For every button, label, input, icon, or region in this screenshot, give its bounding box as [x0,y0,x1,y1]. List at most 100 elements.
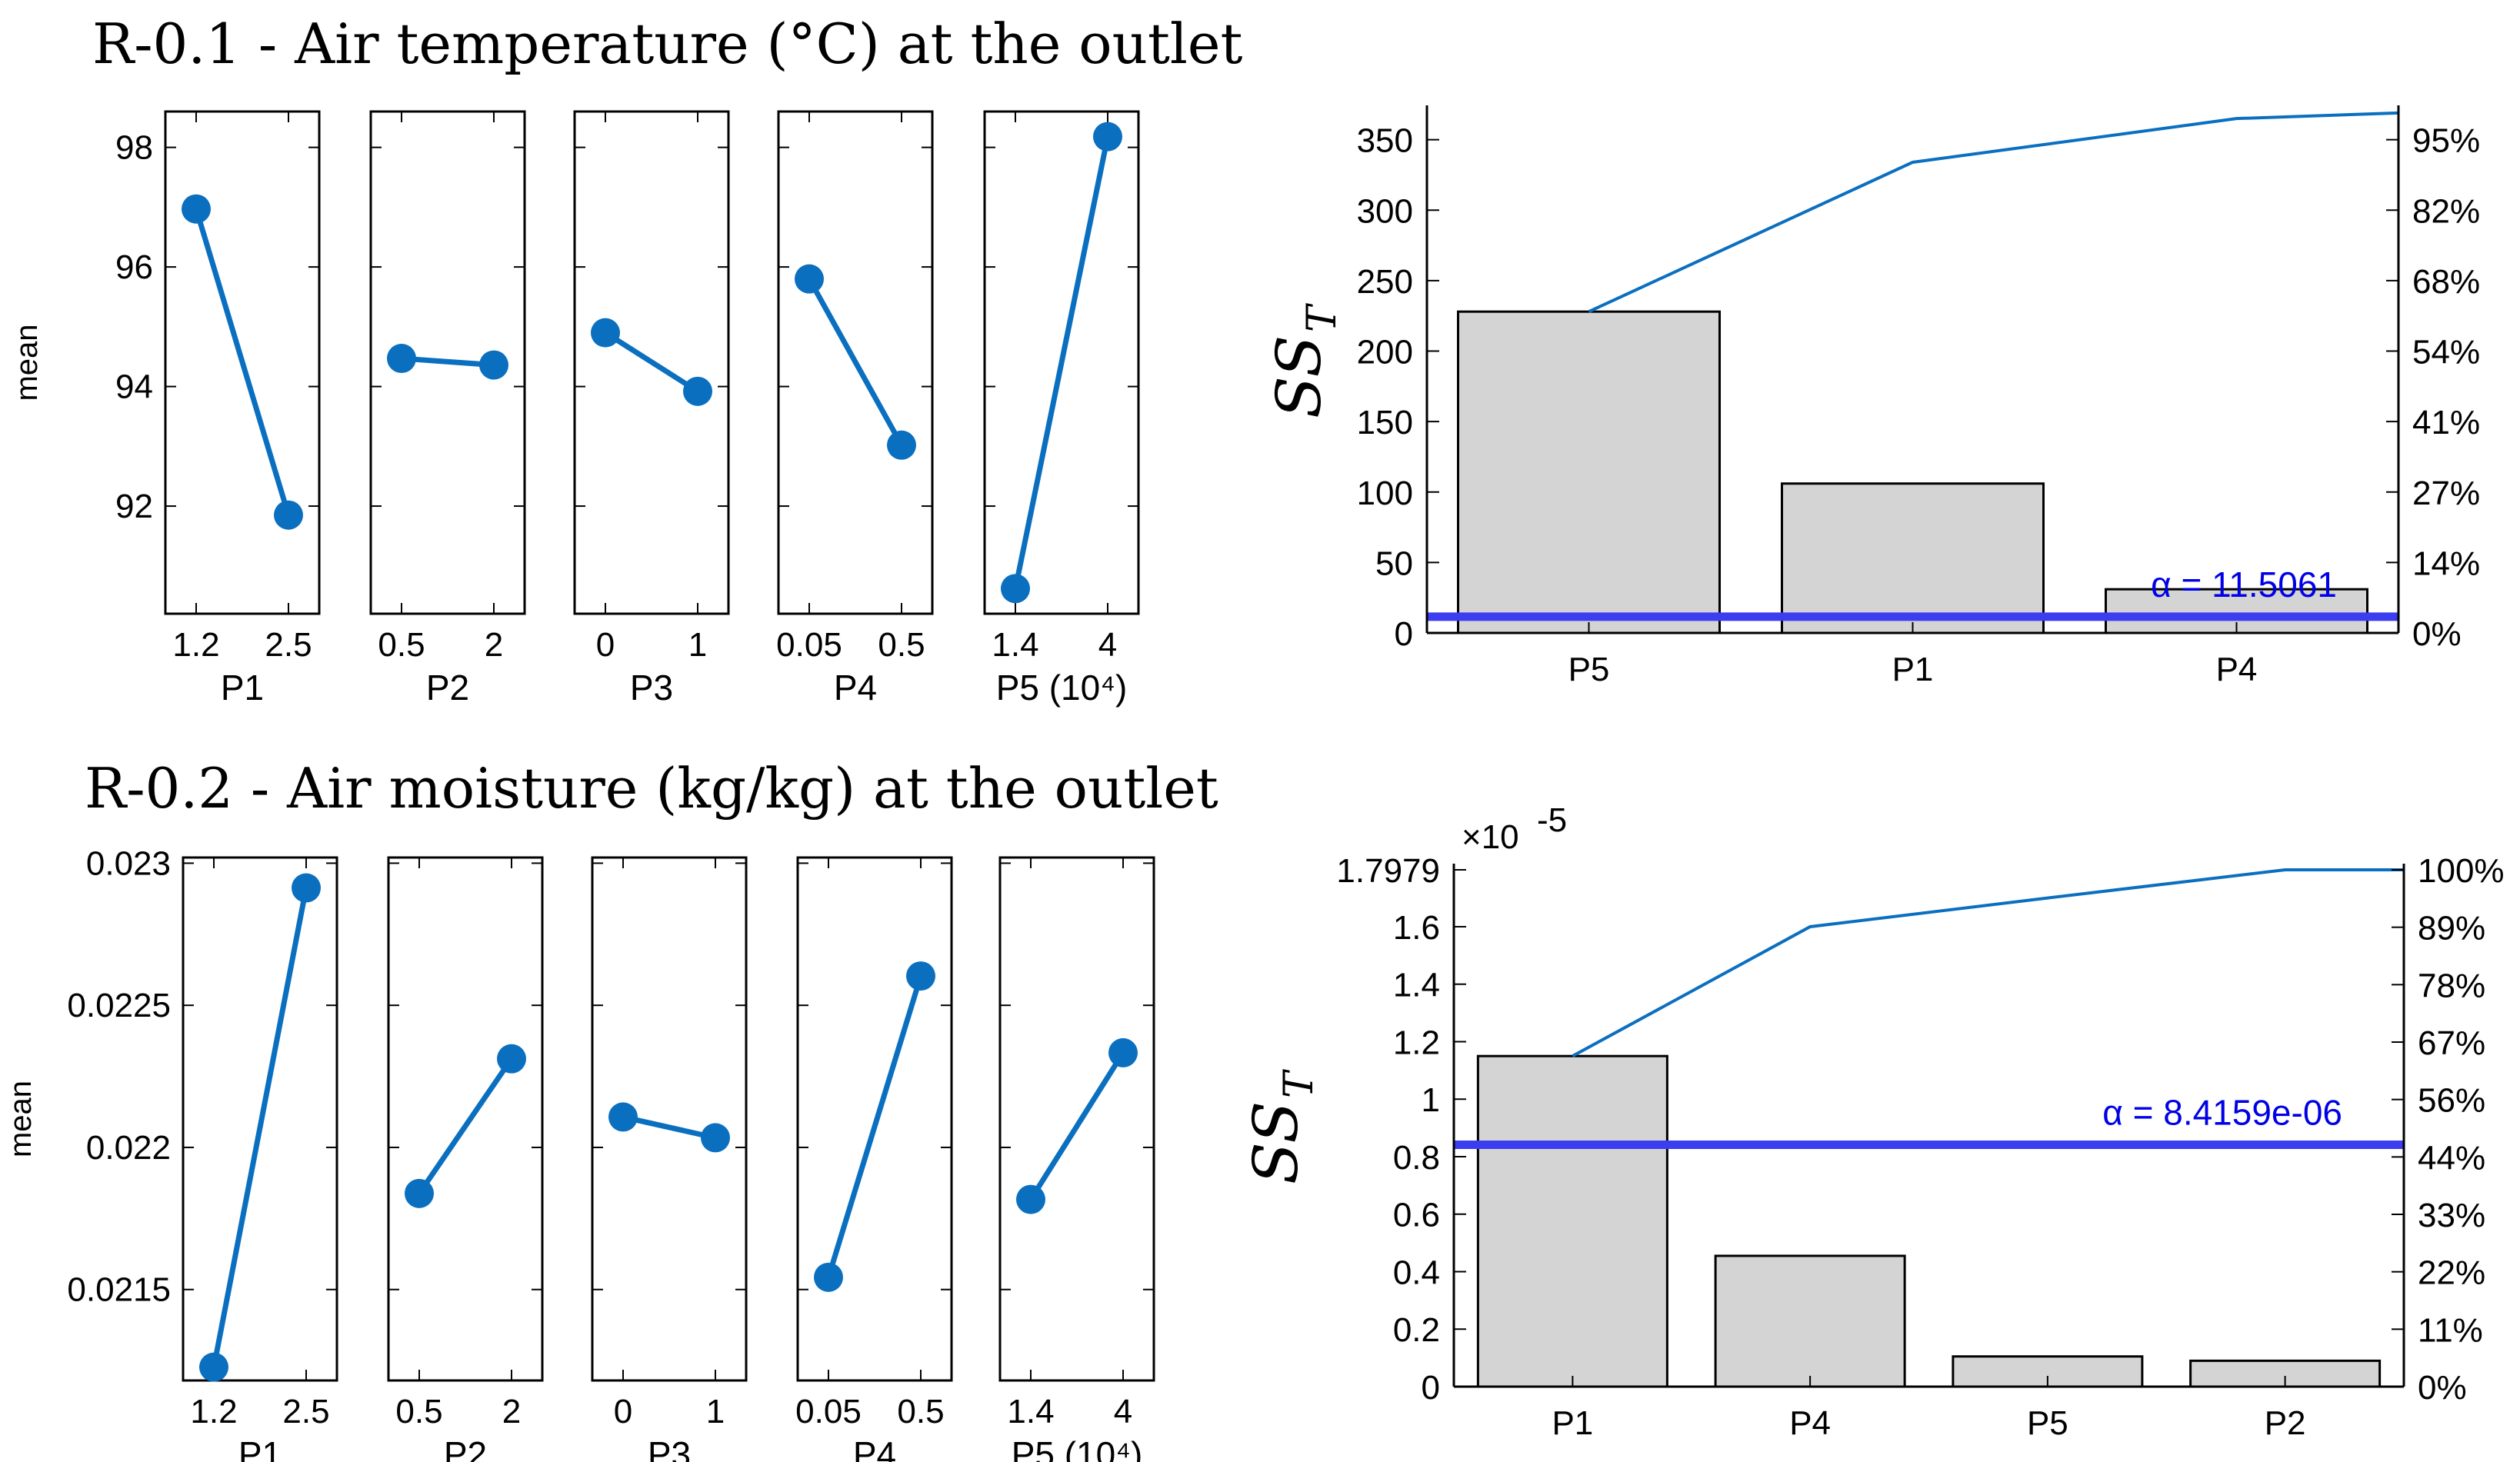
x-axis-label: P2 [426,668,469,708]
effect-line [622,1114,716,1141]
effect-line [806,277,905,447]
y-tick-label: 1.4 [1393,967,1440,1004]
x-tick-label: P5 [2027,1404,2068,1442]
x-tick-label: 0 [596,626,615,664]
y-tick-label: 300 [1357,192,1413,230]
y-tick-label: 0.6 [1393,1197,1440,1234]
x-axis-label: P4 [853,1434,896,1462]
y-tick-label: 1.7979 [1336,852,1440,890]
x-tick-label: 0 [614,1393,632,1430]
y-tick-label: 350 [1357,122,1413,160]
y-tick-label: 0.022 [86,1129,171,1167]
x-axis-label: P3 [630,668,673,708]
right-y-tick-label: 33% [2418,1197,2485,1234]
y-axis-label: mean [10,324,44,401]
main-effects-plot-r02: 0.0215 0.022 0.0225 0.023 1.2 2.5P1 0.5 2 P2 0 1 P3… [4,844,1155,1462]
pareto-chart-r01: P5 P1 P4 α = 11.5061 0 50 100 150 200 250 300 350 0%… [1263,105,2480,688]
right-y-tick-label: 100% [2418,852,2505,890]
x-tick-label: 0.5 [878,626,925,664]
x-tick-label: 1 [688,626,707,664]
data-point [683,376,712,406]
data-point [199,1352,228,1382]
x-axis-label: P3 [648,1434,691,1462]
data-point [608,1102,638,1132]
x-tick-label: P4 [1789,1404,1831,1442]
x-tick-label: 0.5 [378,626,425,664]
y-axis-label: mean [4,1081,38,1157]
data-point [814,1262,843,1292]
y-axis-label-subscript: T [1299,303,1345,332]
axis-multiplier: ×10 [1462,818,1519,856]
data-point [387,344,416,374]
x-tick-label: P2 [2265,1404,2306,1442]
right-y-tick-label: 95% [2412,122,2480,160]
data-point [887,430,916,460]
y-tick-label: 250 [1357,263,1413,301]
x-tick-label: 0.05 [795,1393,862,1430]
effect-line [825,975,924,1278]
cumulative-line [1588,111,2399,314]
main-effect-panel: 0 1 P3 [591,856,748,1462]
data-point [1001,574,1030,604]
main-effect-panel: 1.4 4 P5 (10⁴) [983,110,1140,708]
y-tick-label: 0.0215 [67,1271,171,1309]
right-y-tick-label: 44% [2418,1139,2485,1177]
y-tick-label: 200 [1357,334,1413,371]
right-y-tick-label: 22% [2418,1254,2485,1292]
x-axis-label: P4 [834,668,877,708]
right-y-tick-label: 54% [2412,334,2480,371]
x-tick-label: 2.5 [282,1393,329,1430]
alpha-label: α = 8.4159e-06 [2102,1092,2342,1132]
data-point [274,500,303,530]
data-point [1016,1184,1045,1214]
y-tick-label: 0.2 [1393,1311,1440,1349]
x-axis-label: P1 [221,668,264,708]
right-y-tick-label: 78% [2418,967,2485,1004]
effect-line [1028,1051,1125,1201]
bar [1457,310,1721,634]
x-tick-label: 0.5 [897,1393,944,1430]
chart-title-r02: R-0.2 - Air moisture (kg/kg) at the outl… [85,756,1218,821]
cumulative-line [1572,868,2404,1057]
data-point [1108,1037,1138,1067]
effect-line [193,208,292,516]
y-axis-label-main: SS [1240,1101,1312,1184]
y-tick-label: 0.4 [1393,1254,1440,1291]
y-axis-label: SS T [1263,303,1345,418]
bar [1476,1054,1668,1388]
main-effect-panel: 0.05 0.5P4 [776,110,934,708]
right-y-tick-label: 67% [2418,1024,2485,1062]
y-tick-label: 1 [1422,1081,1440,1119]
y-tick-label: 0 [1422,1369,1440,1407]
right-y-tick-label: 41% [2412,404,2480,441]
pareto-chart-r02: P1 P4 P5 P2 α = 8.4159e-06 0 0.2 0.4 0.6 0.8 1 1.2 1… [1240,801,2505,1442]
main-effect-panel: 0 1 P3 [573,110,730,708]
x-tick-label: 1.2 [172,626,219,664]
data-point [182,194,211,224]
data-point [795,264,824,294]
y-tick-label: 0.023 [86,844,171,882]
chart-title-r01: R-0.1 - Air temperature (°C) at the outl… [92,12,1243,76]
x-tick-label: 1.4 [1007,1393,1054,1430]
data-point [591,318,620,348]
x-tick-label: P5 [1568,651,1610,688]
y-tick-label: 0 [1395,615,1413,653]
y-tick-label: 96 [115,248,153,286]
axis-multiplier-exponent: -5 [1537,801,1567,839]
main-effect-panel: 92 94 96 98 1.2 2.5P1 [115,110,321,708]
y-tick-label: 92 [115,488,153,525]
y-tick-label: 0.8 [1393,1139,1440,1177]
main-effect-panel: 1.4 4 P5 (10⁴) [998,856,1155,1462]
effect-line [1012,135,1111,590]
y-axis-label-subscript: T [1276,1069,1322,1098]
right-y-tick-label: 14% [2412,545,2480,582]
main-effect-panel: 0.5 2 P2 [387,856,544,1462]
x-tick-label: 1.2 [190,1393,237,1430]
data-point [479,350,508,380]
y-tick-label: 1.6 [1393,909,1440,947]
y-tick-label: 0.0225 [67,987,171,1024]
data-point [405,1178,434,1208]
x-tick-label: 2 [502,1393,521,1430]
right-y-tick-label: 11% [2418,1311,2483,1349]
